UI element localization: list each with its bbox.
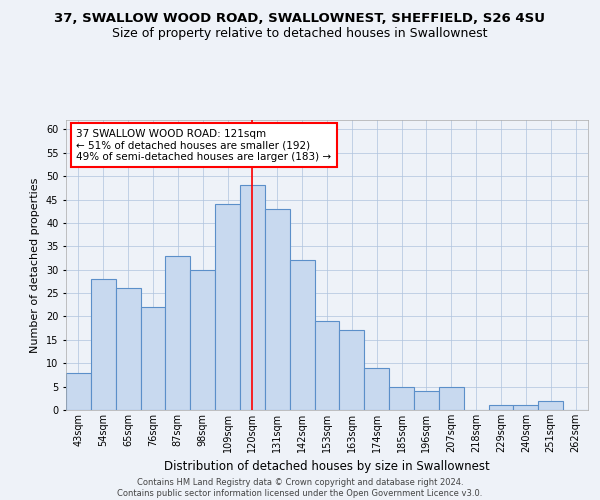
Bar (439, 386, 464, 410)
Text: 37, SWALLOW WOOD ROAD, SWALLOWNEST, SHEFFIELD, S26 4SU: 37, SWALLOW WOOD ROAD, SWALLOWNEST, SHEF… (55, 12, 545, 26)
Bar (116, 288, 140, 410)
Bar (414, 392, 439, 410)
Bar (91, 279, 116, 410)
Bar (166, 256, 190, 410)
Bar (364, 368, 389, 410)
Y-axis label: Number of detached properties: Number of detached properties (31, 178, 40, 352)
Bar (514, 406, 538, 410)
Bar (389, 386, 414, 410)
Bar (314, 321, 340, 410)
Text: 37 SWALLOW WOOD ROAD: 121sqm
← 51% of detached houses are smaller (192)
49% of s: 37 SWALLOW WOOD ROAD: 121sqm ← 51% of de… (76, 128, 332, 162)
X-axis label: Distribution of detached houses by size in Swallownest: Distribution of detached houses by size … (164, 460, 490, 473)
Bar (538, 400, 563, 410)
Bar (290, 260, 314, 410)
Bar (190, 270, 215, 410)
Bar (66, 372, 91, 410)
Bar (215, 204, 240, 410)
Bar (265, 209, 290, 410)
Bar (240, 186, 265, 410)
Text: Contains HM Land Registry data © Crown copyright and database right 2024.
Contai: Contains HM Land Registry data © Crown c… (118, 478, 482, 498)
Bar (340, 330, 364, 410)
Bar (140, 307, 166, 410)
Text: Size of property relative to detached houses in Swallownest: Size of property relative to detached ho… (112, 28, 488, 40)
Bar (488, 406, 514, 410)
